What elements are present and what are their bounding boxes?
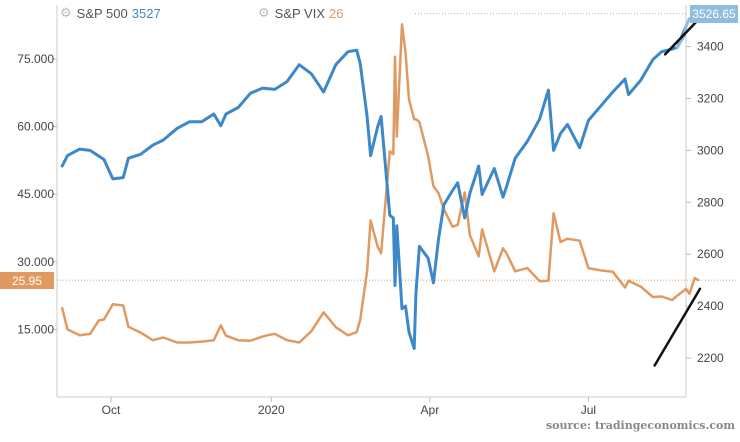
y-right-tick-label: 3200 [697, 91, 724, 105]
chart-frame [56, 5, 687, 398]
y-left-tick-label: 30.000 [17, 255, 54, 269]
gear-icon[interactable]: ⚙ [258, 5, 270, 20]
x-tick-label: Jul [581, 403, 596, 417]
y-axis-right: 2200 2400 2600 2800 3000 3200 3400 [686, 40, 724, 365]
last-value-guides [57, 13, 738, 281]
spx-last-value: 3526.65 [692, 7, 736, 21]
y-right-tick-label: 3000 [697, 143, 724, 157]
y-left-tick-label: 75.000 [17, 52, 54, 66]
vix-trend-annotation [653, 287, 702, 367]
y-right-tick-label: 2400 [697, 299, 724, 313]
y-left-tick-label: 15.000 [17, 322, 54, 336]
x-tick-label: 2020 [258, 403, 285, 417]
y-right-tick-label: 2800 [697, 195, 724, 209]
y-left-tick-label: 45.000 [17, 187, 54, 201]
vix-last-badge: 25.95 [0, 272, 54, 289]
annotation-layer [653, 16, 702, 367]
spx-trend-annotation [663, 16, 702, 56]
y-right-tick-label: 2200 [697, 351, 724, 365]
x-tick-label: Apr [421, 403, 440, 417]
spx-last-badge: 3526.65 [690, 5, 738, 23]
vix-last-value: 25.95 [12, 274, 42, 288]
source-label: source: tradingeconomics.com [546, 419, 735, 432]
legend-vix[interactable]: ⚙ S&P VIX 26 [258, 5, 343, 21]
y-right-tick-label: 3400 [697, 40, 724, 54]
legend-spx-name: S&P 500 [76, 5, 128, 21]
y-left-tick-label: 60.000 [17, 120, 54, 134]
series-layer [60, 12, 700, 350]
y-axis-left: 15.000 30.000 45.000 60.000 75.000 [17, 52, 57, 336]
y-right-tick-label: 2600 [697, 247, 724, 261]
legend-spx[interactable]: ⚙ S&P 500 3527 [60, 5, 161, 21]
x-tick-label: Oct [102, 403, 121, 417]
legend-vix-value: 26 [329, 5, 344, 21]
legend-vix-name: S&P VIX [274, 5, 325, 21]
vix-line [60, 23, 700, 344]
legend-spx-value: 3527 [131, 5, 161, 21]
spx-line [60, 24, 688, 350]
x-axis: Oct 2020 Apr Jul [102, 397, 596, 417]
gear-icon[interactable]: ⚙ [60, 5, 72, 20]
